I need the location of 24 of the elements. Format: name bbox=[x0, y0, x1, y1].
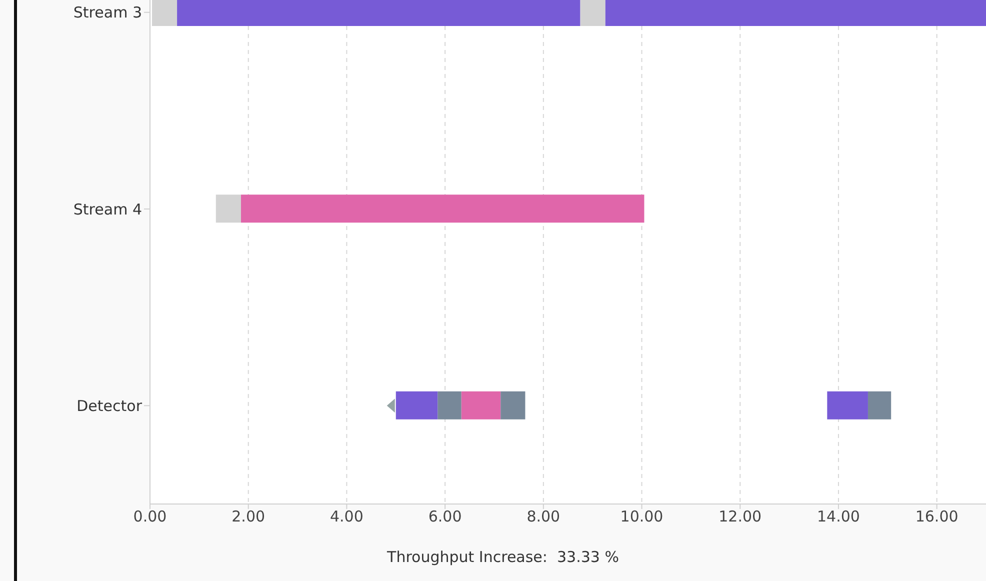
y-tick-label: Stream 4 bbox=[73, 200, 142, 218]
y-tick-label: Detector bbox=[76, 396, 143, 415]
x-tick-label: 8.00 bbox=[526, 508, 560, 526]
bar bbox=[438, 391, 462, 420]
x-tick-label: 6.00 bbox=[428, 508, 462, 526]
x-tick-label: 4.00 bbox=[330, 508, 364, 526]
bar bbox=[461, 391, 501, 420]
x-tick-label: 2.00 bbox=[232, 508, 266, 526]
bar bbox=[827, 391, 868, 420]
x-tick-label: 16.00 bbox=[915, 508, 958, 526]
bar bbox=[868, 391, 892, 420]
bar bbox=[500, 391, 526, 420]
x-tick-label: 10.00 bbox=[620, 508, 664, 526]
bar bbox=[605, 0, 986, 26]
x-tick-label: 0.00 bbox=[133, 508, 167, 526]
bar bbox=[177, 0, 580, 26]
x-tick-label: 12.00 bbox=[718, 508, 762, 526]
bar bbox=[396, 391, 438, 420]
bar bbox=[240, 194, 644, 223]
y-tick-label: Stream 3 bbox=[73, 4, 142, 22]
bar bbox=[580, 0, 606, 26]
x-tick-label: 14.00 bbox=[816, 508, 860, 526]
text: Throughput Increase: 33.33 % bbox=[386, 548, 620, 566]
bar bbox=[216, 194, 241, 223]
